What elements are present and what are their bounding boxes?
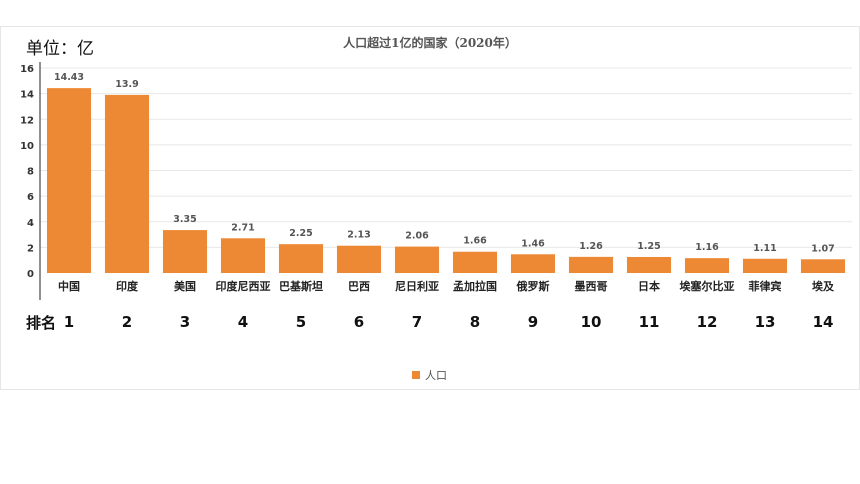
rank-number: 9	[528, 313, 538, 331]
x-tick-label: 印度	[116, 279, 139, 293]
bar	[46, 88, 92, 273]
bar	[800, 259, 846, 273]
bar	[684, 258, 730, 273]
x-tick-label: 美国	[174, 279, 196, 293]
y-tick-label: 6	[27, 192, 34, 203]
y-tick-label: 14	[20, 90, 34, 101]
data-label: 13.9	[115, 79, 138, 90]
x-tick-label: 埃及	[812, 279, 835, 293]
rank-number: 14	[813, 313, 834, 331]
x-tick-label: 尼日利亚	[395, 279, 439, 293]
y-tick-label: 8	[27, 167, 34, 178]
rank-number: 7	[412, 313, 422, 331]
x-tick-label: 俄罗斯	[516, 279, 550, 293]
data-label: 2.13	[347, 230, 370, 241]
rank-number: 13	[755, 313, 776, 331]
x-tick-label: 墨西哥	[575, 280, 608, 293]
bar	[568, 256, 614, 273]
rank-number: 4	[238, 313, 248, 331]
bar	[626, 256, 672, 273]
rank-number: 3	[180, 313, 190, 331]
y-tick-label: 10	[20, 141, 34, 152]
data-label: 1.46	[521, 238, 545, 249]
rank-number: 2	[122, 313, 132, 331]
data-label: 1.16	[695, 242, 719, 253]
legend-label: 人口	[425, 369, 447, 382]
x-tick-label: 巴西	[348, 280, 370, 293]
rank-number: 5	[296, 313, 306, 331]
rank-label: 排名	[26, 314, 57, 332]
data-label: 1.25	[637, 241, 660, 252]
bar	[162, 230, 208, 273]
rank-number: 10	[581, 313, 602, 331]
x-tick-label: 孟加拉国	[453, 279, 497, 293]
data-label: 14.43	[54, 72, 84, 83]
bar	[220, 238, 266, 273]
bar	[336, 245, 382, 273]
bar	[278, 244, 324, 273]
x-tick-label: 菲律宾	[749, 279, 782, 293]
bar	[742, 258, 788, 273]
data-label: 3.35	[173, 214, 196, 225]
y-tick-label: 16	[20, 64, 34, 75]
data-label: 1.07	[811, 243, 834, 254]
x-tick-label: 印度尼西亚	[216, 279, 271, 293]
rank-number: 12	[697, 313, 718, 331]
y-tick-label: 0	[27, 269, 34, 280]
chart-title: 人口超过1亿的国家（2020年）	[343, 36, 517, 50]
unit-label: 单位：亿	[26, 39, 94, 59]
rank-number: 1	[64, 313, 74, 331]
data-label: 1.11	[753, 243, 776, 254]
x-tick-label: 日本	[638, 279, 660, 293]
data-label: 2.25	[289, 228, 312, 239]
y-tick-label: 12	[20, 115, 34, 126]
data-label: 2.71	[231, 222, 254, 233]
legend-swatch	[412, 371, 420, 379]
x-tick-label: 中国	[58, 279, 80, 293]
x-tick-label: 埃塞尔比亚	[680, 279, 735, 293]
legend: 人口	[412, 367, 447, 383]
bar	[394, 246, 440, 273]
bar	[510, 254, 556, 273]
data-label: 1.66	[463, 236, 487, 247]
bar	[104, 94, 150, 273]
bar	[452, 251, 498, 273]
x-tick-label: 巴基斯坦	[279, 279, 323, 293]
y-tick-label: 2	[27, 243, 34, 254]
rank-number: 6	[354, 313, 364, 331]
data-label: 1.26	[579, 241, 603, 252]
y-tick-label: 4	[27, 218, 34, 229]
rank-number: 8	[470, 313, 480, 331]
rank-number: 11	[639, 313, 660, 331]
data-label: 2.06	[405, 231, 429, 242]
